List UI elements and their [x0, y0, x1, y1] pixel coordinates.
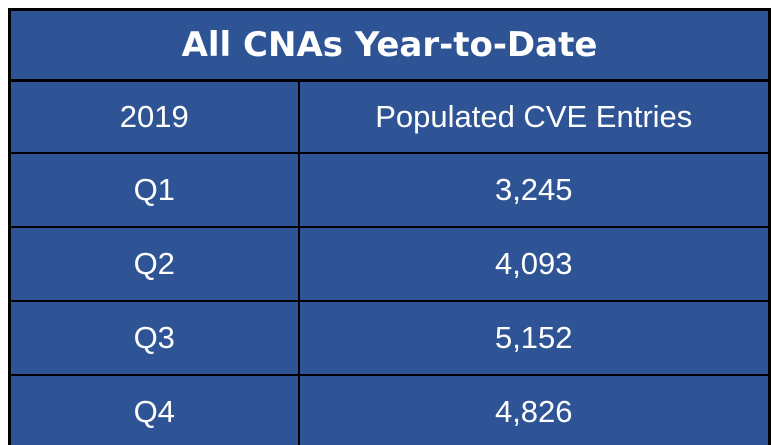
table-row: Q1 3,245 — [8, 152, 771, 228]
row-value-q2: 4,093 — [297, 226, 771, 302]
table-title: All CNAs Year-to-Date — [8, 8, 771, 82]
row-value-q1: 3,245 — [297, 152, 771, 228]
table-header-row: 2019 Populated CVE Entries — [8, 79, 771, 154]
table-row: Q4 4,826 — [8, 374, 771, 445]
row-value-q4: 4,826 — [297, 374, 771, 445]
row-label-q1: Q1 — [8, 152, 300, 228]
table-title-row: All CNAs Year-to-Date — [8, 8, 771, 82]
column-header-year: 2019 — [8, 79, 300, 154]
table-row: Q2 4,093 — [8, 226, 771, 302]
row-label-q3: Q3 — [8, 300, 300, 376]
row-label-q4: Q4 — [8, 374, 300, 445]
table-row: Q3 5,152 — [8, 300, 771, 376]
cna-year-to-date-table: All CNAs Year-to-Date 2019 Populated CVE… — [8, 8, 771, 445]
column-header-metric: Populated CVE Entries — [297, 79, 771, 154]
row-label-q2: Q2 — [8, 226, 300, 302]
row-value-q3: 5,152 — [297, 300, 771, 376]
